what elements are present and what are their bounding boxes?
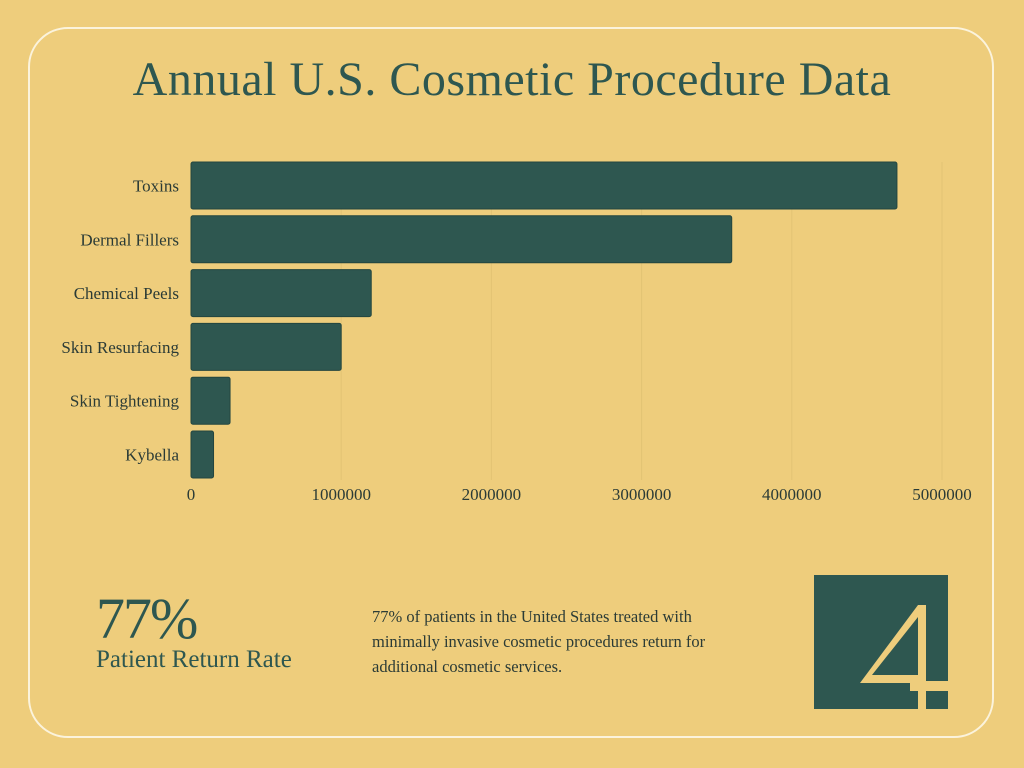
x-tick-label: 1000000 [311, 485, 371, 504]
x-tick-label: 0 [187, 485, 196, 504]
category-label: Kybella [125, 446, 179, 465]
card-border [28, 27, 994, 738]
logo-four-icon [814, 575, 948, 709]
category-label: Dermal Fillers [80, 230, 179, 249]
stat-value: 77% [96, 586, 198, 651]
stat-description: 77% of patients in the United States tre… [372, 607, 706, 676]
page-title: Annual U.S. Cosmetic Procedure Data [132, 53, 892, 106]
bar-kybella [190, 430, 215, 479]
x-tick-label: 5000000 [912, 485, 972, 504]
category-label: Skin Resurfacing [61, 338, 179, 357]
category-label: Skin Tightening [70, 392, 180, 411]
bar-skin-resurfacing [190, 322, 342, 371]
bar-chemical-peels [190, 269, 372, 318]
category-label: Toxins [133, 177, 179, 196]
stat-label: Patient Return Rate [96, 646, 292, 673]
x-tick-label: 4000000 [762, 485, 822, 504]
bar-skin-tightening [190, 376, 231, 425]
bar-toxins [190, 161, 898, 210]
category-label: Chemical Peels [74, 284, 179, 303]
x-tick-label: 2000000 [462, 485, 522, 504]
bar-dermal-fillers [190, 215, 733, 264]
x-tick-label: 3000000 [612, 485, 672, 504]
